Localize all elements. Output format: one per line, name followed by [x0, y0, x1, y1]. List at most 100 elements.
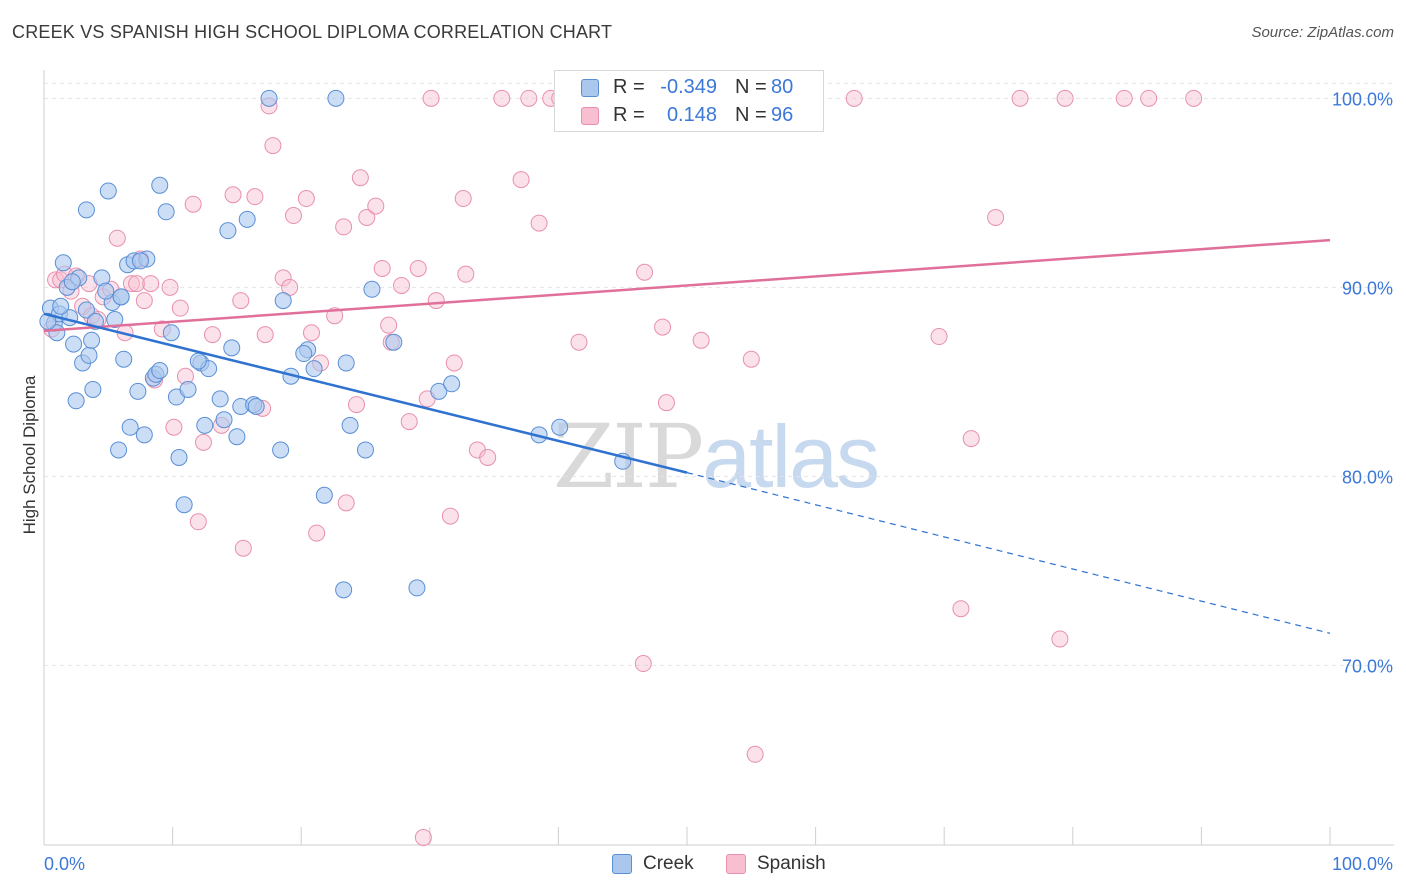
- spanish-point: [171, 299, 189, 317]
- x-tick-label-max: 100.0%: [1332, 854, 1393, 874]
- creek-point: [83, 331, 101, 349]
- creek-point: [151, 362, 169, 380]
- y-tick-label: 70.0%: [1342, 656, 1393, 676]
- creek-point: [260, 89, 278, 107]
- spanish-point: [1185, 89, 1203, 107]
- spanish-swatch: [581, 107, 599, 125]
- x-tick-label-min: 0.0%: [44, 854, 85, 874]
- creek-point: [54, 254, 72, 272]
- spanish-point: [142, 275, 160, 293]
- spanish-point: [454, 190, 472, 208]
- series-legend: Creek Spanish: [0, 853, 1406, 877]
- spanish-point: [530, 214, 548, 232]
- spanish-point: [845, 89, 863, 107]
- creek-point: [110, 441, 128, 459]
- spanish-point: [512, 171, 530, 189]
- creek-swatch: [581, 79, 599, 97]
- creek-point: [215, 411, 233, 429]
- spanish-point: [657, 394, 675, 412]
- creek-point: [357, 441, 374, 459]
- spanish-point: [742, 350, 760, 368]
- creek-trendline: [43, 312, 688, 474]
- spanish-point: [746, 745, 764, 763]
- creek-point: [121, 418, 139, 436]
- spanish-legend-label: Spanish: [757, 853, 826, 874]
- creek-point: [341, 416, 359, 434]
- spanish-point: [308, 524, 326, 542]
- spanish-r-value: 0.148: [666, 104, 717, 126]
- creek-legend-label: Creek: [643, 853, 694, 874]
- creek-point: [112, 288, 130, 306]
- spanish-point: [246, 188, 264, 206]
- creek-point: [63, 273, 81, 291]
- spanish-point: [337, 494, 355, 512]
- creek-point: [106, 311, 124, 329]
- creek-point: [385, 333, 403, 351]
- creek-point: [337, 354, 355, 372]
- spanish-point: [373, 259, 391, 277]
- spanish-point: [367, 197, 385, 215]
- creek-point: [247, 397, 265, 415]
- spanish-point: [520, 89, 538, 107]
- creek-point: [238, 210, 256, 228]
- creek-r-label: R =: [613, 76, 645, 98]
- spanish-point: [184, 195, 202, 213]
- creek-point: [196, 416, 214, 434]
- spanish-point: [634, 655, 652, 673]
- creek-point: [443, 375, 461, 393]
- spanish-point: [952, 600, 970, 618]
- watermark: ZIPatlas: [553, 405, 880, 508]
- spanish-point: [264, 137, 282, 155]
- creek-point: [77, 301, 95, 319]
- creek-point: [77, 201, 95, 219]
- spanish-point: [987, 208, 1005, 226]
- creek-point: [335, 581, 353, 599]
- y-tick-label: 80.0%: [1342, 467, 1393, 487]
- spanish-point: [393, 276, 411, 294]
- creek-point: [315, 486, 333, 504]
- spanish-point: [1115, 89, 1133, 107]
- creek-point: [97, 282, 115, 300]
- creek-point: [228, 428, 246, 446]
- creek-point: [99, 182, 117, 200]
- spanish-point: [189, 513, 207, 531]
- creek-point: [430, 382, 448, 400]
- spanish-n-label: N =: [735, 104, 767, 126]
- creek-point: [84, 380, 102, 398]
- creek-point: [151, 176, 169, 194]
- spanish-point: [284, 207, 302, 225]
- creek-point: [219, 222, 237, 240]
- stats-legend: R = -0.349 N = 80 R = 0.148 N = 96: [554, 70, 824, 132]
- watermark-atlas: atlas: [702, 407, 880, 506]
- creek-point: [551, 418, 569, 436]
- creek-point: [131, 252, 149, 270]
- spanish-point: [194, 433, 212, 451]
- spanish-point: [692, 331, 710, 349]
- spanish-point: [358, 208, 376, 226]
- creek-point: [223, 339, 241, 357]
- creek-point: [175, 496, 193, 514]
- creek-point: [129, 382, 147, 400]
- creek-point: [272, 441, 290, 459]
- spanish-point: [409, 259, 427, 277]
- spanish-point: [108, 229, 126, 247]
- spanish-point: [347, 396, 365, 414]
- creek-point: [408, 579, 426, 597]
- spanish-point: [165, 418, 183, 436]
- spanish-r-label: R =: [613, 104, 645, 126]
- creek-point: [170, 449, 188, 466]
- spanish-point: [427, 292, 445, 310]
- spanish-point: [1051, 630, 1069, 648]
- source-attribution: Source: ZipAtlas.com: [1251, 24, 1394, 41]
- spanish-point: [930, 328, 948, 346]
- spanish-point: [422, 89, 440, 107]
- creek-point: [179, 380, 197, 398]
- spanish-point: [203, 326, 221, 344]
- creek-point: [80, 346, 98, 364]
- spanish-point: [380, 316, 398, 334]
- spanish-point: [232, 292, 250, 310]
- spanish-point: [479, 449, 497, 466]
- creek-point: [189, 352, 207, 370]
- spanish-legend-swatch: [726, 854, 746, 874]
